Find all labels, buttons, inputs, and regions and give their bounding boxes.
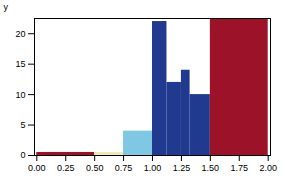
svg-text:10: 10 [15,89,25,99]
svg-text:0.25: 0.25 [57,163,75,173]
svg-text:1.50: 1.50 [202,163,220,173]
svg-text:20: 20 [15,29,25,39]
svg-text:0.75: 0.75 [115,163,133,173]
svg-text:5: 5 [20,120,25,130]
svg-text:y: y [4,2,9,12]
svg-text:0: 0 [20,150,25,160]
svg-text:1.00: 1.00 [144,163,162,173]
svg-text:1.25: 1.25 [173,163,191,173]
svg-text:2.00: 2.00 [259,163,277,173]
svg-text:1.75: 1.75 [230,163,248,173]
svg-text:0.50: 0.50 [86,163,104,173]
svg-text:0.00: 0.00 [28,163,46,173]
svg-text:15: 15 [15,59,25,69]
